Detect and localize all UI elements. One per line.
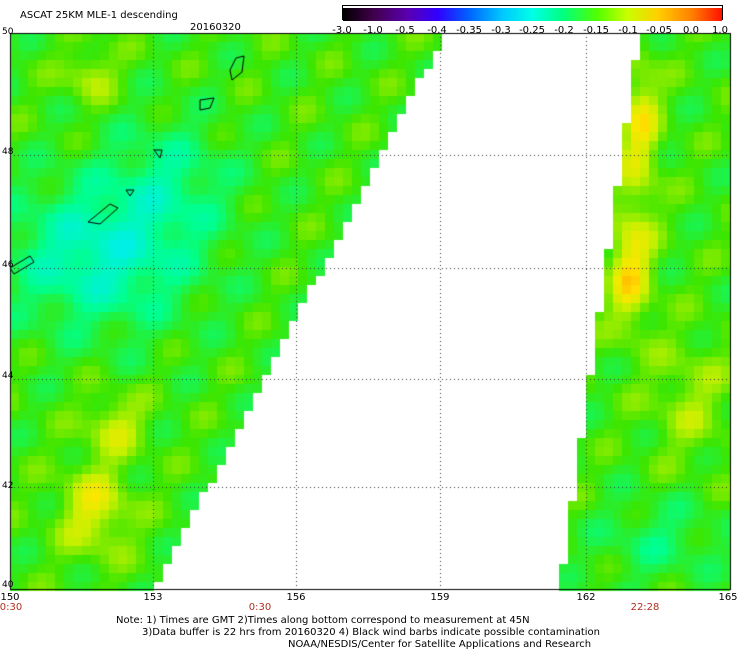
lat-label: 50 xyxy=(2,27,14,37)
lat-label: 40 xyxy=(2,580,14,590)
colorbar-label: -0.05 xyxy=(646,25,672,36)
note-line-2: 3)Data buffer is 22 hrs from 20160320 4)… xyxy=(142,627,600,638)
lat-label: 48 xyxy=(2,147,14,157)
colorbar-label: -0.2 xyxy=(554,25,574,36)
lon-label: 162 xyxy=(576,592,596,603)
colorbar-label: -0.3 xyxy=(491,25,511,36)
lon-label: 153 xyxy=(143,592,163,603)
colorbar-gradient xyxy=(343,8,722,21)
colorbar-label: -0.5 xyxy=(395,25,415,36)
lon-label: 150 xyxy=(0,592,20,603)
map-date: 20160320 xyxy=(190,22,241,33)
colorbar-label: -0.25 xyxy=(519,25,545,36)
note-line-1: Note: 1) Times are GMT 2)Times along bot… xyxy=(116,615,530,626)
colorbar-label: 1.0 xyxy=(712,25,728,36)
colorbar-label: -0.35 xyxy=(456,25,482,36)
colorbar-label: -0.4 xyxy=(427,25,447,36)
note-line-3: NOAA/NESDIS/Center for Satellite Applica… xyxy=(288,639,592,650)
lat-label: 42 xyxy=(2,481,14,491)
colorbar-label: -3.0 xyxy=(332,25,352,36)
lon-label: 159 xyxy=(430,592,450,603)
lat-label: 46 xyxy=(2,260,14,270)
colorbar-label: -1.0 xyxy=(363,25,383,36)
colorbar xyxy=(342,5,723,21)
lon-label: 165 xyxy=(718,592,738,603)
lon-label: 156 xyxy=(286,592,306,603)
map-title: ASCAT 25KM MLE-1 descending xyxy=(20,10,178,21)
time-label: 22:28 xyxy=(630,602,660,613)
time-label: 0:30 xyxy=(248,602,272,613)
lat-label: 44 xyxy=(2,371,14,381)
colorbar-label: 0.0 xyxy=(683,25,699,36)
colorbar-label: -0.1 xyxy=(618,25,638,36)
time-label: 0:30 xyxy=(0,602,23,613)
colorbar-label: -0.15 xyxy=(583,25,609,36)
